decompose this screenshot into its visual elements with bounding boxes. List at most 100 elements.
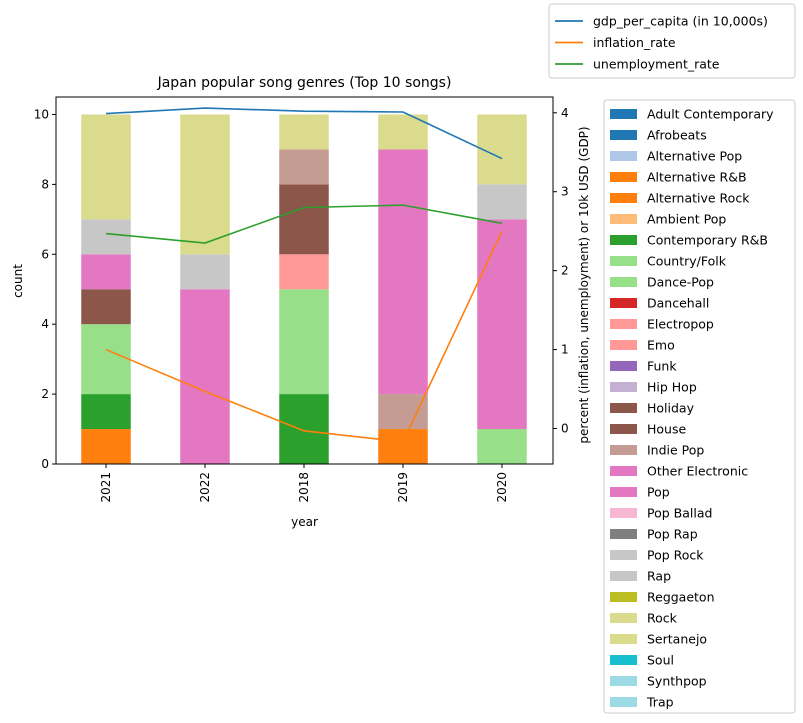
x-tick-label: 2020 [495,472,509,503]
legend-genre-swatch [610,235,637,245]
legend-genre-swatch [610,256,637,266]
x-axis: 2021 2022 2018 2019 2020 [99,464,509,503]
x-tick-label: 2019 [396,472,410,503]
legend-genre-label: Other Electronic [647,464,748,479]
legend-genre-swatch [610,403,637,413]
legend-genre-label: Sertanejo [647,632,707,647]
legend-genre-swatch [610,109,637,119]
legend-genre-swatch [610,319,637,329]
legend-genre-label: Indie Pop [647,443,704,458]
legend-genre-swatch [610,571,637,581]
legend-genre-label: House [647,422,686,437]
legend-genre-label: Dancehall [647,296,709,311]
y-tick-label: 4 [41,317,49,331]
legend-genre-label: Emo [647,338,675,353]
bar-2021-8 [81,324,131,395]
legend-genre-label: Pop Rap [647,527,698,542]
bar-2020-7 [477,429,527,464]
legend-genre-label: Country/Folk [647,254,727,269]
legend-genre-swatch [610,634,637,644]
y-tick-label: 8 [41,177,49,191]
chart-title: Japan popular song genres (Top 10 songs) [157,75,452,91]
legend-genre-swatch [610,130,637,140]
bar-2018-10 [279,254,329,290]
series-line-1 [105,230,503,443]
legend-genre-label: Ambient Pop [647,212,726,227]
bar-2019-3 [378,429,428,464]
y-tick-label: 0 [41,457,49,471]
bar-2021-6 [81,394,131,430]
x-tick-label: 2018 [297,472,311,503]
legend-genre-swatch [610,193,637,203]
legend-genre-label: Rap [647,569,671,584]
legend-genre-swatch [610,697,637,707]
legend-genres-box [603,99,796,714]
legend-genre-label: Pop [647,485,670,500]
legend-genre-label: Alternative Pop [647,149,742,164]
legend-genre-label: Afrobeats [647,128,707,143]
bar-2018-15 [279,184,329,255]
legend-genre-label: Trap [646,695,674,710]
legend-genre-swatch [610,424,637,434]
legend-genre-swatch [610,487,637,497]
y2-tick-label: 2 [561,264,569,278]
legend-genre-swatch [610,529,637,539]
legend-genre-label: Alternative Rock [647,191,750,206]
legend-genre-swatch [610,613,637,623]
y2-tick-label: 3 [561,185,569,199]
series-line-2 [105,204,503,244]
legend-genre-label: Contemporary R&B [647,233,768,248]
legend-lines: gdp_per_capita (in 10,000s) inflation_rat… [548,3,796,79]
y-tick-label: 2 [41,387,49,401]
y-tick-label: 6 [41,247,49,261]
legend-genre-swatch [610,298,637,308]
bar-2022-21 [180,254,230,290]
bar-2021-17 [81,254,131,290]
legend-genre-label: Rock [647,611,678,626]
legend-genre-swatch [610,655,637,665]
y-tick-label: 10 [34,107,49,121]
y2-tick-label: 1 [561,343,569,357]
legend-genre-label: Pop Rock [647,548,704,563]
y2-tick-label: 4 [561,106,569,120]
legend-genre-swatch [610,151,637,161]
legend-genre-label: Soul [647,653,674,668]
bar-2018-7 [279,289,329,395]
legend-lines-box [548,3,796,79]
bar-2021-4 [81,429,131,464]
bars-layer [81,114,527,464]
y2-axis-label: percent (inflation, unemployment) or 10k… [577,126,591,443]
x-axis-label: year [291,515,318,529]
legend-genre-label: Funk [647,359,677,374]
legend-genre-label: Holiday [647,401,695,416]
x-tick-label: 2021 [99,472,113,503]
legend-line-label: gdp_per_capita (in 10,000s) [593,14,768,29]
legend-genre-label: Pop Ballad [647,506,712,521]
lines-layer [105,107,503,443]
legend-genre-label: Dance-Pop [647,275,714,290]
legend-genre-swatch [610,277,637,287]
x-tick-label: 2022 [198,472,212,503]
legend-genre-swatch [610,214,637,224]
bar-2022-18 [180,289,230,464]
legend-genre-swatch [610,445,637,455]
legend-genre-swatch [610,340,637,350]
legend-genre-label: Reggaeton [647,590,715,605]
series-line-0 [105,107,503,160]
legend-line-label: unemployment_rate [593,57,720,72]
legend-genre-label: Hip Hop [647,380,697,395]
bar-2021-24 [81,114,131,220]
bar-2018-16 [279,149,329,185]
bar-2021-21 [81,219,131,255]
legend-genres: Adult Contemporary Afrobeats Alternative P… [603,99,796,714]
legend-genre-swatch [610,466,637,476]
bar-2021-14 [81,289,131,325]
legend-genre-swatch [610,382,637,392]
legend-genre-swatch [610,508,637,518]
legend-genre-label: Alternative R&B [647,170,747,185]
bar-2019-18 [378,149,428,395]
bar-2020-22 [477,184,527,220]
y2-axis: 0 1 2 3 4 [553,106,569,435]
legend-genre-swatch [610,676,637,686]
